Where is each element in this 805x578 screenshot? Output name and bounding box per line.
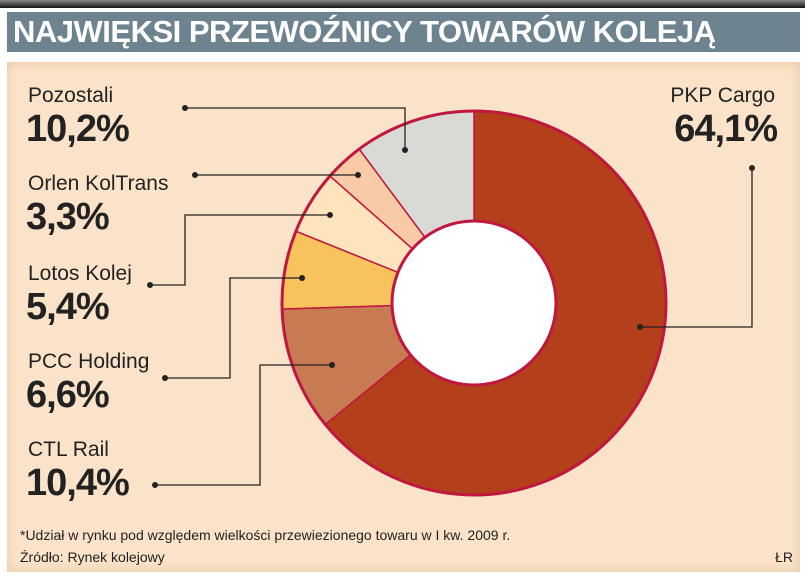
leader-orlen-dot <box>355 172 361 178</box>
label-pcc: PCC Holding <box>28 350 150 373</box>
value-ctl: 10,4% <box>26 462 130 504</box>
value-pkp: 64,1% <box>674 108 778 150</box>
top-rule <box>0 0 805 8</box>
leader-pozostali <box>185 107 406 150</box>
chart-title: NAJWIĘKSI PRZEWOŹNICY TOWARÓW KOLEJĄ <box>7 12 800 52</box>
leader-ctl <box>155 364 332 486</box>
leader-pkp-dot <box>637 324 643 330</box>
leader-pozostali-dot <box>182 105 188 111</box>
label-lotos: Lotos Kolej <box>28 262 132 285</box>
leader-pcc <box>165 277 302 379</box>
label-orlen: Orlen KolTrans <box>28 172 169 195</box>
leader-orlen-dot <box>192 172 198 178</box>
source: Źródło: Rynek kolejowy <box>20 549 165 565</box>
label-pkp: PKP Cargo <box>670 84 775 107</box>
value-pcc: 6,6% <box>26 374 110 416</box>
credit: ŁR <box>775 549 793 565</box>
value-orlen: 3,3% <box>26 196 110 238</box>
leader-pcc-dot <box>162 375 168 381</box>
leader-pozostali-dot <box>402 147 408 153</box>
leader-ctl-dot <box>152 482 158 488</box>
leader-lotos-dot <box>327 212 333 218</box>
value-lotos: 5,4% <box>26 286 110 328</box>
label-pozostali: Pozostali <box>28 84 114 107</box>
value-pozostali: 10,2% <box>26 108 130 150</box>
footnote: *Udział w rynku pod względem wielkości p… <box>20 527 511 543</box>
outer-ring <box>280 109 668 497</box>
label-ctl: CTL Rail <box>28 438 109 461</box>
leader-lotos <box>150 214 330 286</box>
leader-lotos-dot <box>147 282 153 288</box>
leader-pcc-dot <box>299 275 305 281</box>
leader-ctl-dot <box>329 362 335 368</box>
leader-pkp-dot <box>749 165 755 171</box>
leader-pkp <box>640 168 753 328</box>
inner-ring <box>390 219 558 387</box>
